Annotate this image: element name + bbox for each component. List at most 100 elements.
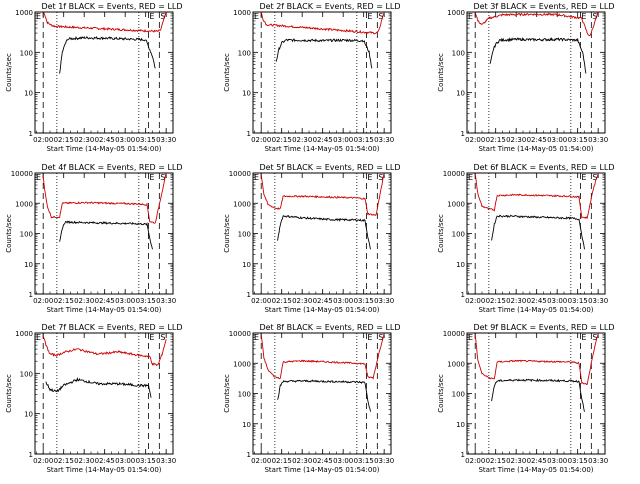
x-tick-label: 03:15 [354,457,374,465]
y-tick-label: 10000 [229,170,251,178]
x-tick-label: 03:00 [115,136,135,144]
x-tick-label: 03:15 [354,297,374,305]
chart-title: Det 7f BLACK = Events, RED = LLD [41,323,182,332]
marker-label: E [367,333,372,342]
x-tick-label: 02:45 [313,136,333,144]
marker-label: E [254,173,259,182]
x-tick-label: 03:30 [374,136,394,144]
x-tick-label: 02:00 [465,297,485,305]
x-tick-label: 02:15 [272,136,292,144]
x-tick-label: 03:15 [136,136,156,144]
x-tick-label: 03:00 [115,457,135,465]
plot-frame [466,332,606,455]
y-tick-label: 100 [20,231,33,239]
marker-label: E [149,12,154,21]
y-tick-label: 1 [247,130,251,138]
x-tick-label: 02:45 [527,136,547,144]
x-tick-label: 02:30 [292,457,312,465]
x-axis-label: Start Time (14-May-05 01:54:00) [264,145,379,153]
x-tick-label: 02:30 [506,457,526,465]
y-tick-label: 10 [242,90,251,98]
marker-label: E [581,12,586,21]
chart-title: Det 3f BLACK = Events, RED = LLD [473,2,614,11]
chart-title: Det 4f BLACK = Events, RED = LLD [41,163,182,172]
x-tick-label: 02:00 [465,136,485,144]
y-tick-label: 1 [461,451,465,459]
plot-frame [252,11,392,134]
y-tick-label: 10 [456,421,465,429]
marker-label: S [378,12,383,21]
y-tick-label: 1000 [15,9,33,17]
y-tick-label: 100 [238,49,251,57]
x-axis-label: Start Time (14-May-05 01:54:00) [478,145,593,153]
x-tick-label: 03:15 [568,136,588,144]
x-tick-label: 03:15 [568,297,588,305]
x-tick-label: 02:00 [251,297,271,305]
x-tick-label: 03:15 [354,136,374,144]
marker-label: S [160,173,165,182]
y-tick-label: 10 [456,90,465,98]
marker-label: S [592,333,597,342]
y-tick-label: 10 [24,261,33,269]
x-tick-label: 02:15 [54,297,74,305]
marker-label: E [367,173,372,182]
x-tick-label: 02:30 [74,136,94,144]
y-tick-label: 1000 [447,360,465,368]
y-tick-label: 100 [20,370,33,378]
lld-series-line [474,332,599,386]
y-tick-label: 1 [461,130,465,138]
x-tick-label: 02:45 [527,457,547,465]
x-tick-label: 02:30 [74,457,94,465]
lld-series-line [260,11,385,35]
y-tick-label: 10000 [11,170,33,178]
x-tick-label: 03:00 [115,297,135,305]
y-tick-label: 10 [456,261,465,269]
y-axis-label: Counts/sec [5,374,13,413]
lld-series-line [42,335,167,367]
chart-title: Det 9f BLACK = Events, RED = LLD [473,323,614,332]
y-axis-label: Counts/sec [437,374,445,413]
lld-series-line [260,172,385,216]
x-tick-label: 02:00 [33,136,53,144]
plot-frame [466,172,606,295]
x-tick-label: 02:45 [527,297,547,305]
x-tick-label: 02:30 [74,297,94,305]
marker-label: E [36,333,41,342]
x-tick-label: 03:00 [547,457,567,465]
marker-label: S [378,333,383,342]
y-axis-label: Counts/sec [437,53,445,92]
x-tick-label: 02:00 [33,297,53,305]
y-tick-label: 10000 [443,330,465,338]
events-series-line [45,376,152,398]
y-tick-label: 1 [247,451,251,459]
lld-series-line [42,172,167,224]
x-tick-label: 02:45 [95,457,115,465]
y-tick-label: 1000 [447,9,465,17]
x-tick-label: 03:15 [136,457,156,465]
marker-label: E [581,173,586,182]
y-tick-label: 1 [29,451,33,459]
x-tick-label: 02:15 [486,457,506,465]
x-tick-label: 03:30 [374,457,394,465]
marker-label: S [592,12,597,21]
panel-8: Det 8f BLACK = Events, RED = LLD 1 10 100 10… [223,323,401,474]
y-axis-label: Counts/sec [5,53,13,92]
x-axis-label: Start Time (14-May-05 01:54:00) [264,306,379,314]
marker-label: E [468,173,473,182]
y-axis-label: Counts/sec [223,374,231,413]
y-tick-label: 1000 [447,200,465,208]
x-tick-label: 02:15 [54,457,74,465]
marker-label: E [581,333,586,342]
marker-label: E [149,173,154,182]
panel-6: Det 6f BLACK = Events, RED = LLD 1 10 100 10… [437,163,615,314]
x-tick-label: 03:15 [568,457,588,465]
y-tick-label: 100 [20,49,33,57]
marker-label: S [160,12,165,21]
x-axis-label: Start Time (14-May-05 01:54:00) [46,466,161,474]
plot-frame [34,11,174,134]
chart-title: Det 1f BLACK = Events, RED = LLD [41,2,182,11]
x-tick-label: 02:45 [95,297,115,305]
y-tick-label: 1 [461,291,465,299]
x-tick-label: 02:30 [292,297,312,305]
marker-label: S [378,173,383,182]
